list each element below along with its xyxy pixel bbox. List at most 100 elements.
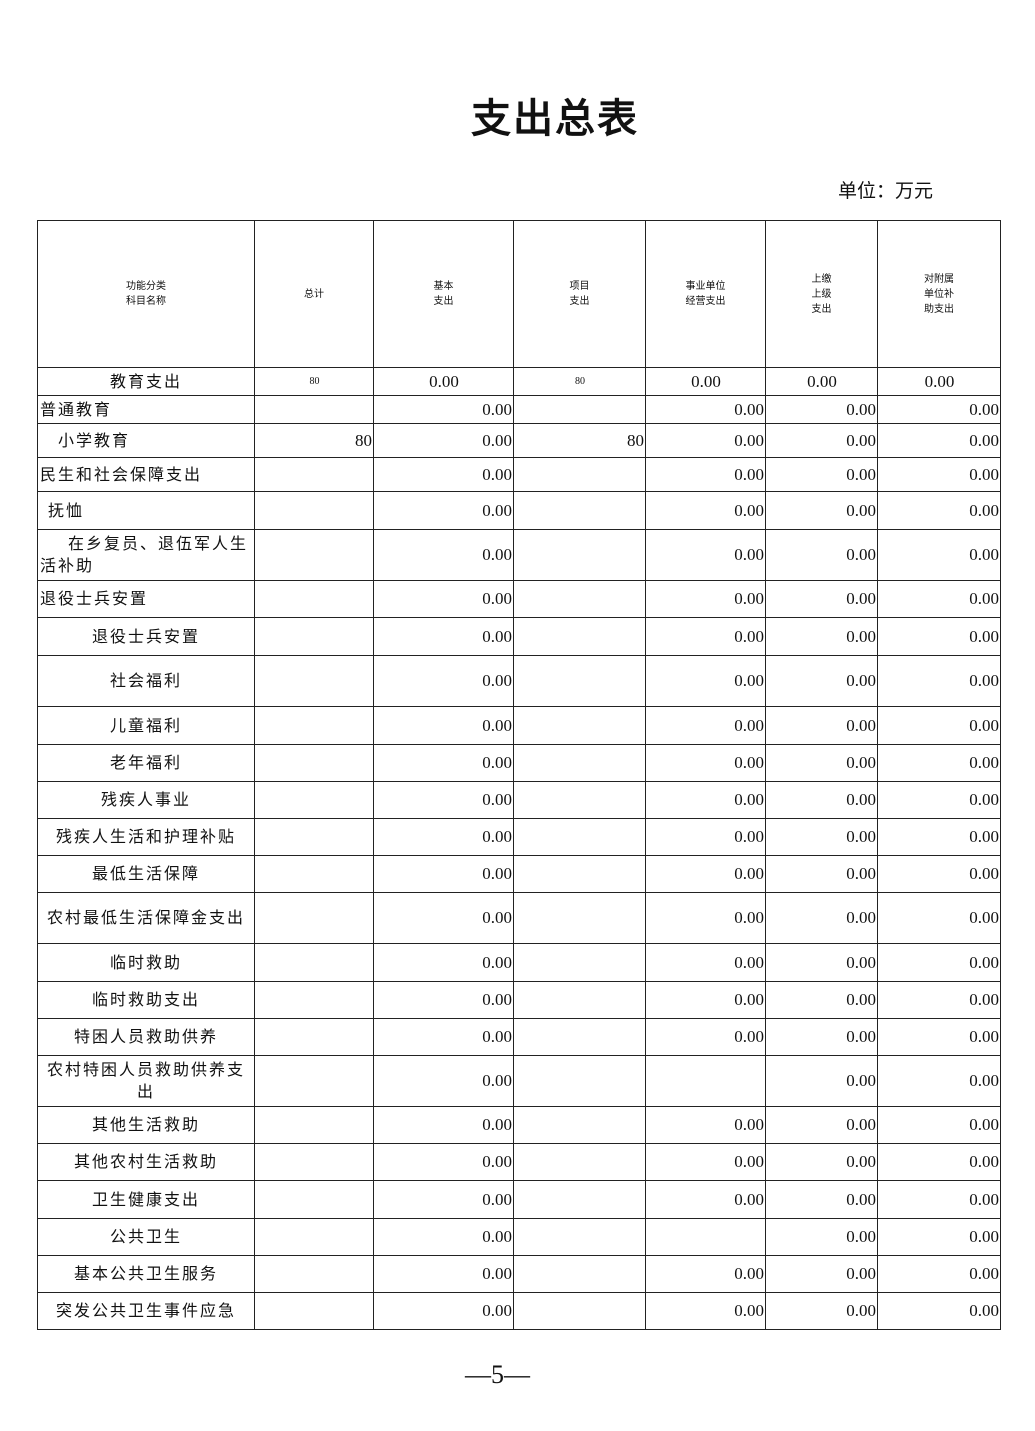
cell-value: 0.00: [645, 706, 766, 745]
row-name: 卫生健康支出: [37, 1180, 255, 1219]
table-row: 老年福利 0.00 0.00 0.00 0.00: [37, 744, 1001, 782]
table-row: 普通教育 0.00 0.00 0.00 0.00: [37, 395, 1001, 424]
cell-value: [513, 529, 646, 581]
cell-value: 0.00: [373, 617, 514, 656]
table-row: 农村最低生活保障金支出 0.00 0.00 0.00 0.00: [37, 892, 1001, 944]
cell-value: 0.00: [877, 529, 1001, 581]
page-number: —5—: [465, 1360, 530, 1389]
cell-value: 0.00: [645, 423, 766, 458]
cell-value: 0.00: [645, 457, 766, 492]
table-row: 基本公共卫生服务 0.00 0.00 0.00 0.00: [37, 1255, 1001, 1293]
cell-value: 0.00: [877, 855, 1001, 893]
cell-value: [254, 855, 374, 893]
table-row: 其他农村生活救助 0.00 0.00 0.00 0.00: [37, 1143, 1001, 1181]
cell-value: 0.00: [877, 491, 1001, 530]
cell-value: 0.00: [373, 457, 514, 492]
row-name: 临时救助: [37, 943, 255, 982]
cell-value: 0.00: [373, 1255, 514, 1293]
cell-value: 0.00: [645, 491, 766, 530]
cell-value: 0.00: [645, 943, 766, 982]
cell-value: 0.00: [765, 491, 878, 530]
row-name: 民生和社会保障支出: [37, 457, 255, 492]
row-name: 残疾人事业: [37, 781, 255, 819]
column-header: 项目 支出: [513, 220, 646, 368]
cell-value: 0.00: [645, 1143, 766, 1181]
table-row: 残疾人生活和护理补贴 0.00 0.00 0.00 0.00: [37, 818, 1001, 856]
table-row: 最低生活保障 0.00 0.00 0.00 0.00: [37, 855, 1001, 893]
cell-value: 0.00: [765, 818, 878, 856]
cell-value: [645, 1055, 766, 1107]
cell-value: [254, 1180, 374, 1219]
cell-value: [254, 1292, 374, 1330]
cell-value: 0.00: [877, 781, 1001, 819]
cell-value: [254, 943, 374, 982]
cell-value: 0.00: [765, 580, 878, 618]
cell-value: [513, 855, 646, 893]
row-name: 普通教育: [37, 395, 255, 424]
row-name: 在乡复员、退伍军人生活补助: [37, 529, 255, 581]
cell-value: [513, 1255, 646, 1293]
cell-value: 0.00: [877, 1018, 1001, 1056]
table-row: 退役士兵安置 0.00 0.00 0.00 0.00: [37, 580, 1001, 618]
cell-value: 0.00: [877, 706, 1001, 745]
row-name: 退役士兵安置: [37, 580, 255, 618]
cell-value: 0.00: [877, 943, 1001, 982]
row-name: 残疾人生活和护理补贴: [37, 818, 255, 856]
cell-value: [513, 1218, 646, 1256]
cell-value: [254, 1018, 374, 1056]
cell-value: [254, 1255, 374, 1293]
cell-value: 0.00: [645, 617, 766, 656]
cell-value: 0.00: [765, 943, 878, 982]
cell-value: 0.00: [645, 367, 766, 396]
cell-value: [513, 1055, 646, 1107]
cell-value: [513, 744, 646, 782]
cell-value: 0.00: [877, 655, 1001, 707]
page-title: 支出总表: [471, 96, 639, 142]
cell-value: [254, 617, 374, 656]
cell-value: [254, 818, 374, 856]
cell-value: 0.00: [765, 1055, 878, 1107]
cell-value: 0.00: [877, 617, 1001, 656]
row-name: 农村最低生活保障金支出: [37, 892, 255, 944]
cell-value: 0.00: [877, 1180, 1001, 1219]
cell-value: 0.00: [765, 367, 878, 396]
table-row: 突发公共卫生事件应急 0.00 0.00 0.00 0.00: [37, 1292, 1001, 1330]
cell-value: [513, 1180, 646, 1219]
cell-value: [513, 457, 646, 492]
cell-value: 0.00: [373, 529, 514, 581]
cell-value: 0.00: [373, 655, 514, 707]
cell-value: [254, 892, 374, 944]
cell-value: 0.00: [645, 781, 766, 819]
table-row: 在乡复员、退伍军人生活补助 0.00 0.00 0.00 0.00: [37, 529, 1001, 581]
header-row: 功能分类 科目名称 总计 基本 支出 项目 支出 事业单位 经营支出 上缴 上级 支出 对附属 单位补 助支…: [37, 220, 1001, 368]
table-row: 民生和社会保障支出 0.00 0.00 0.00 0.00: [37, 457, 1001, 492]
cell-value: [513, 892, 646, 944]
cell-value: 80: [513, 423, 646, 458]
cell-value: 0.00: [765, 1106, 878, 1144]
table-row: 特困人员救助供养 0.00 0.00 0.00 0.00: [37, 1018, 1001, 1056]
cell-value: 80: [254, 423, 374, 458]
cell-value: 0.00: [877, 818, 1001, 856]
cell-value: 0.00: [877, 1106, 1001, 1144]
cell-value: 0.00: [373, 943, 514, 982]
cell-value: 0.00: [645, 655, 766, 707]
cell-value: 0.00: [373, 1143, 514, 1181]
cell-value: 0.00: [765, 855, 878, 893]
cell-value: 0.00: [645, 395, 766, 424]
row-name: 其他农村生活救助: [37, 1143, 255, 1181]
row-name: 教育支出: [37, 367, 255, 396]
row-name: 抚恤: [37, 491, 255, 530]
cell-value: [513, 491, 646, 530]
column-header: 功能分类 科目名称: [37, 220, 255, 368]
cell-value: [513, 818, 646, 856]
cell-value: 0.00: [373, 1292, 514, 1330]
cell-value: 80: [513, 367, 646, 396]
cell-value: 0.00: [877, 1055, 1001, 1107]
column-header: 基本 支出: [373, 220, 514, 368]
cell-value: [513, 617, 646, 656]
cell-value: 0.00: [765, 617, 878, 656]
row-name: 突发公共卫生事件应急: [37, 1292, 255, 1330]
cell-value: 80: [254, 367, 374, 396]
cell-value: 0.00: [877, 367, 1001, 396]
cell-value: 0.00: [765, 1143, 878, 1181]
